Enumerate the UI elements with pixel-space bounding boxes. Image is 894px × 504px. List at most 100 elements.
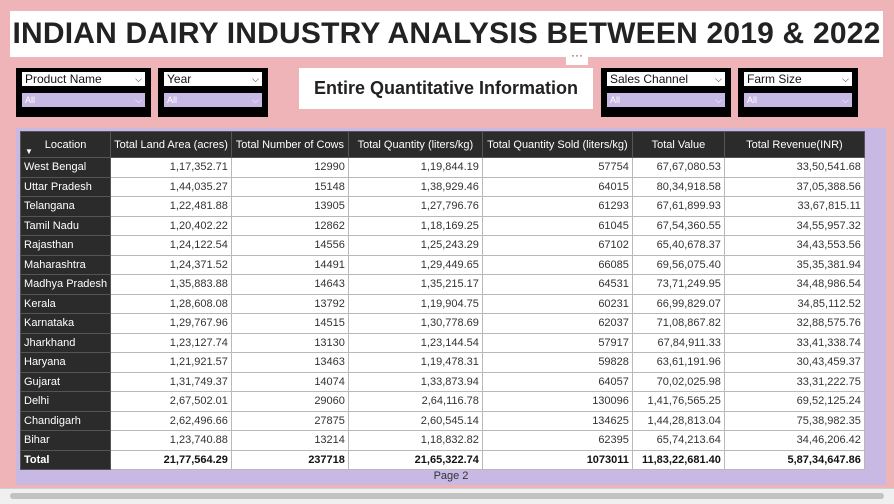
cell-quantity-sold: 130096 — [481, 391, 633, 412]
table-row[interactable]: Karnataka 1,29,767.96 14515 1,30,778.69 6203… — [19, 313, 865, 334]
cell-land-area: 1,31,749.37 — [110, 371, 232, 392]
slicer-value: All — [167, 95, 178, 105]
table-row[interactable]: Tamil Nadu 1,20,402.22 12862 1,18,169.25 610… — [19, 215, 865, 236]
slicer-year[interactable]: Year ⌵ All ⌵ — [158, 68, 268, 117]
cell-land-area: 1,24,371.52 — [110, 254, 232, 275]
slicer-sales-channel[interactable]: Sales Channel ⌵ All ⌵ — [601, 68, 731, 117]
total-cell-total-value: 11,83,22,681.40 — [631, 449, 725, 470]
chevron-down-icon[interactable]: ⌵ — [252, 74, 259, 84]
slicer-value: All — [25, 95, 36, 105]
chevron-down-icon[interactable]: ⌵ — [135, 74, 142, 84]
slicer-dropdown[interactable]: All ⌵ — [22, 93, 145, 107]
slicer-product-name[interactable]: Product Name ⌵ All ⌵ — [16, 68, 151, 117]
cell-quantity: 1,23,144.54 — [347, 332, 483, 353]
cell-total-revenue: 75,38,982.35 — [723, 410, 865, 431]
chevron-down-icon[interactable]: ⌵ — [842, 74, 849, 84]
cell-quantity-sold: 66085 — [481, 254, 633, 275]
table-row[interactable]: Gujarat 1,31,749.37 14074 1,33,873.94 64057 7… — [19, 371, 865, 392]
table-row[interactable]: Delhi 2,67,502.01 29060 2,64,116.78 130096 1,… — [19, 391, 865, 412]
sort-descending-icon[interactable]: ▼ — [25, 147, 33, 156]
slicer-farm-size[interactable]: Farm Size ⌵ All ⌵ — [738, 68, 858, 117]
table-row[interactable]: Rajasthan 1,24,122.54 14556 1,25,243.29 6710… — [19, 235, 865, 256]
table-row[interactable]: Madhya Pradesh 1,35,883.88 14643 1,35,215.1… — [19, 274, 865, 295]
slicer-header[interactable]: Product Name ⌵ — [22, 72, 145, 86]
cell-quantity: 1,19,478.31 — [347, 352, 483, 373]
cell-location: Delhi — [19, 391, 112, 412]
slicer-header[interactable]: Year ⌵ — [164, 72, 262, 86]
table-row[interactable]: Haryana 1,21,921.57 13463 1,19,478.31 59828 6… — [19, 352, 865, 373]
cell-location: Jharkhand — [19, 332, 112, 353]
cell-land-area: 1,21,921.57 — [110, 352, 232, 373]
cell-total-revenue: 34,85,112.52 — [723, 293, 865, 314]
table-row[interactable]: Maharashtra 1,24,371.52 14491 1,29,449.65 66… — [19, 254, 865, 275]
cell-land-area: 1,22,481.88 — [110, 196, 232, 217]
cell-total-value: 1,41,76,565.25 — [631, 391, 725, 412]
cell-total-value: 67,84,911.33 — [631, 332, 725, 353]
table-row[interactable]: Telangana 1,22,481.88 13905 1,27,796.76 6129… — [19, 196, 865, 217]
horizontal-scrollbar[interactable] — [0, 488, 894, 504]
cell-land-area: 1,23,127.74 — [110, 332, 232, 353]
cell-land-area: 2,67,502.01 — [110, 391, 232, 412]
cell-total-revenue: 33,67,815.11 — [723, 196, 865, 217]
cell-total-value: 66,99,829.07 — [631, 293, 725, 314]
cell-location: Tamil Nadu — [19, 215, 112, 236]
table-row[interactable]: Jharkhand 1,23,127.74 13130 1,23,144.54 5791… — [19, 332, 865, 353]
column-header-location[interactable]: Location ▼ — [19, 131, 112, 158]
info-card-text: Entire Quantitative Information — [313, 78, 579, 98]
cell-number-of-cows: 13214 — [230, 430, 349, 451]
table-row[interactable]: West Bengal 1,17,352.71 12990 1,19,844.19 57… — [19, 157, 865, 178]
chevron-down-icon[interactable]: ⌵ — [135, 95, 142, 105]
cell-total-revenue: 34,55,957.32 — [723, 215, 865, 236]
chevron-down-icon[interactable]: ⌵ — [715, 74, 722, 84]
table-header-row: Location ▼ Total Land Area (acres) Total… — [19, 131, 865, 158]
table-row[interactable]: Kerala 1,28,608.08 13792 1,19,904.75 60231 66… — [19, 293, 865, 314]
total-cell-location: Total — [19, 449, 112, 470]
column-header-quantity[interactable]: Total Quantity (liters/kg) — [347, 131, 483, 158]
cell-quantity-sold: 64531 — [481, 274, 633, 295]
slicer-dropdown[interactable]: All ⌵ — [744, 93, 852, 107]
cell-quantity: 2,64,116.78 — [347, 391, 483, 412]
cell-quantity: 1,29,449.65 — [347, 254, 483, 275]
cell-land-area: 1,23,740.88 — [110, 430, 232, 451]
cell-quantity-sold: 60231 — [481, 293, 633, 314]
page-indicator: Page 2 — [433, 470, 469, 482]
cell-total-revenue: 34,48,986.54 — [723, 274, 865, 295]
column-header-land-area[interactable]: Total Land Area (acres) — [110, 131, 232, 158]
cell-location: Karnataka — [19, 313, 112, 334]
cell-total-value: 65,40,678.37 — [631, 235, 725, 256]
slicer-header[interactable]: Farm Size ⌵ — [744, 72, 852, 86]
column-header-total-revenue[interactable]: Total Revenue(INR) — [723, 131, 865, 158]
slicer-dropdown[interactable]: All ⌵ — [607, 93, 725, 107]
table-row[interactable]: Chandigarh 2,62,496.66 27875 2,60,545.14 134… — [19, 410, 865, 431]
table-row[interactable]: Bihar 1,23,740.88 13214 1,18,832.82 62395 65,… — [19, 430, 865, 451]
chevron-down-icon[interactable]: ⌵ — [842, 95, 849, 105]
column-header-number-of-cows[interactable]: Total Number of Cows — [230, 131, 349, 158]
table-row[interactable]: Uttar Pradesh 1,44,035.27 15148 1,38,929.46… — [19, 176, 865, 197]
cell-location: Kerala — [19, 293, 112, 314]
cell-total-value: 67,54,360.55 — [631, 215, 725, 236]
cell-total-revenue: 33,31,222.75 — [723, 371, 865, 392]
data-table: Location ▼ Total Land Area (acres) Total… — [19, 131, 865, 470]
cell-number-of-cows: 13905 — [230, 196, 349, 217]
column-header-quantity-sold[interactable]: Total Quantity Sold (liters/kg) — [481, 131, 633, 158]
slicer-dropdown[interactable]: All ⌵ — [164, 93, 262, 107]
cell-quantity-sold: 62037 — [481, 313, 633, 334]
cell-number-of-cows: 13463 — [230, 352, 349, 373]
cell-total-value: 71,08,867.82 — [631, 313, 725, 334]
info-card: Entire Quantitative Information — [299, 68, 593, 109]
total-cell-land-area: 21,77,564.29 — [110, 449, 232, 470]
column-header-total-value[interactable]: Total Value — [631, 131, 725, 158]
more-options-icon[interactable]: ··· — [566, 49, 588, 65]
cell-location: Uttar Pradesh — [19, 176, 112, 197]
cell-location: Rajasthan — [19, 235, 112, 256]
cell-location: Telangana — [19, 196, 112, 217]
chevron-down-icon[interactable]: ⌵ — [252, 95, 259, 105]
cell-total-value: 65,74,213.64 — [631, 430, 725, 451]
cell-number-of-cows: 14491 — [230, 254, 349, 275]
scrollbar-thumb[interactable] — [10, 493, 884, 499]
cell-number-of-cows: 12990 — [230, 157, 349, 178]
cell-total-revenue: 33,41,338.74 — [723, 332, 865, 353]
chevron-down-icon[interactable]: ⌵ — [715, 95, 722, 105]
slicer-label: Year — [167, 72, 192, 86]
slicer-header[interactable]: Sales Channel ⌵ — [607, 72, 725, 86]
